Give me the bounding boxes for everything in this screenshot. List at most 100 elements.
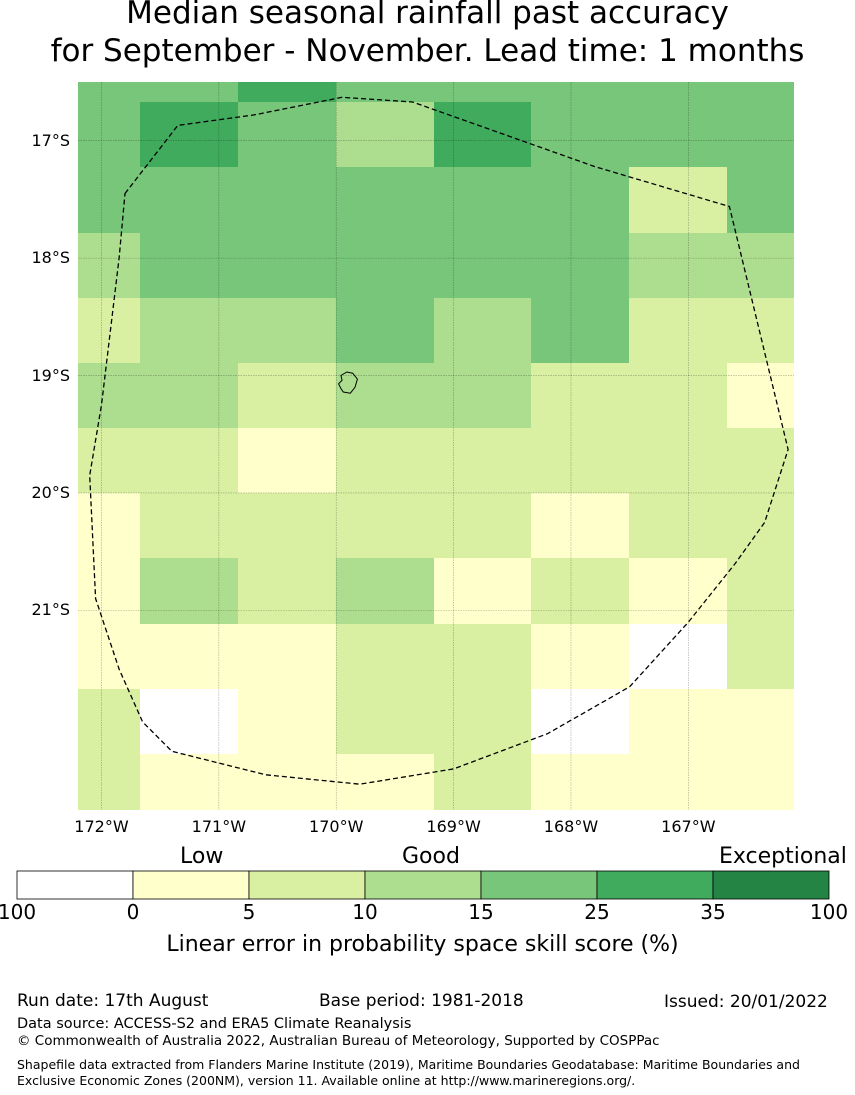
grid-cell	[78, 624, 141, 690]
grid-cell	[336, 689, 435, 755]
grid-cell	[238, 689, 337, 755]
grid-cell	[140, 82, 239, 103]
grid-cell	[336, 102, 435, 168]
grid-cell	[434, 624, 532, 690]
grid-cell	[531, 493, 630, 559]
grid-cell	[727, 363, 794, 429]
grid-cell	[531, 624, 630, 690]
grid-cell	[727, 298, 794, 364]
lon-tick-label: 171°W	[191, 817, 247, 836]
colorbar-tick-label: 100	[0, 900, 37, 924]
grid-cell	[238, 428, 337, 494]
grid-cell	[434, 493, 532, 559]
lat-tick-label: 17°S	[31, 130, 70, 150]
grid-cell	[629, 102, 728, 168]
grid-cell	[140, 558, 239, 625]
map-gridlines	[78, 82, 794, 810]
grid-cell	[140, 298, 239, 364]
grid-cell	[336, 754, 435, 810]
grid-cell	[78, 298, 141, 364]
grid-cell	[336, 82, 435, 103]
grid-cell	[78, 233, 141, 299]
grid-cell	[78, 754, 141, 810]
grid-cell	[434, 167, 532, 234]
colorbar-label: Linear error in probability space skill …	[166, 932, 679, 957]
grid-cell	[78, 493, 141, 559]
colorbar-tick-label: 15	[468, 900, 494, 924]
grid-cell	[238, 624, 337, 690]
grid-cell	[727, 167, 794, 234]
data-source: Data source: ACCESS-S2 and ERA5 Climate …	[17, 1016, 412, 1032]
grid-cell	[727, 754, 794, 810]
grid-cell	[238, 102, 337, 168]
grid-cell	[629, 363, 728, 429]
colorbar-tick-label: 0	[126, 900, 140, 924]
grid-cell	[629, 754, 728, 810]
colorbar-blocks	[16, 870, 830, 900]
grid-cell	[531, 233, 630, 299]
grid-cell	[531, 167, 630, 234]
grid-cell	[78, 167, 141, 234]
grid-cell	[531, 754, 630, 810]
grid-cells	[78, 82, 794, 810]
grid-cell	[78, 102, 141, 168]
colorbar-category-low: Low	[180, 844, 224, 869]
shapefile-attribution: Shapefile data extracted from Flanders M…	[17, 1057, 800, 1088]
colorbar-category-good: Good	[402, 844, 460, 869]
grid-cell	[434, 558, 532, 625]
grid-cell	[531, 689, 630, 755]
island-outline	[337, 371, 358, 394]
grid-cell	[434, 298, 532, 364]
title-line-2: for September - November. Lead time: 1 m…	[50, 33, 805, 69]
chart-title: Median seasonal rainfall past accuracy f…	[0, 0, 855, 70]
grid-cell	[629, 167, 728, 234]
grid-cell	[531, 558, 630, 625]
grid-cell	[629, 428, 728, 494]
grid-cell	[629, 558, 728, 625]
run-date: Run date: 17th August	[17, 991, 209, 1011]
grid-cell	[629, 82, 728, 103]
grid-cell	[727, 102, 794, 168]
colorbar-block	[364, 870, 482, 900]
grid-cell	[629, 233, 728, 299]
grid-cell	[434, 102, 532, 168]
grid-cell	[140, 102, 239, 168]
colorbar-tick-label: 100	[809, 900, 849, 924]
issued-date: Issued: 20/01/2022	[664, 992, 828, 1012]
grid-cell	[140, 167, 239, 234]
grid-cell	[78, 558, 141, 625]
grid-cell	[727, 233, 794, 299]
grid-cell	[629, 689, 728, 755]
colorbar-category-exceptional: Exceptional	[719, 844, 847, 869]
lon-tick-label: 172°W	[74, 817, 129, 836]
grid-cell	[238, 298, 337, 364]
grid-cell	[434, 82, 532, 103]
grid-cell	[238, 82, 337, 103]
grid-cell	[336, 233, 435, 299]
grid-cell	[140, 428, 239, 494]
grid-cell	[238, 233, 337, 299]
grid-cell	[336, 167, 435, 234]
grid-cell	[727, 624, 794, 690]
colorbar-block	[132, 870, 250, 900]
grid-cell	[140, 754, 239, 810]
grid-cell	[531, 102, 630, 168]
copyright: © Commonwealth of Australia 2022, Austra…	[17, 1033, 660, 1049]
colorbar	[16, 870, 830, 900]
colorbar-tick-label: 35	[700, 900, 726, 924]
colorbar-block	[712, 870, 830, 900]
grid-cell	[140, 624, 239, 690]
colorbar-block	[16, 870, 134, 900]
grid-cell	[140, 689, 239, 755]
lon-tick-label: 169°W	[426, 817, 481, 836]
colorbar-block	[596, 870, 714, 900]
grid-cell	[140, 363, 239, 429]
grid-cell	[78, 82, 141, 103]
grid-cell	[531, 363, 630, 429]
lon-tick-label: 168°W	[543, 817, 599, 836]
grid-cell	[336, 363, 435, 429]
grid-cell	[336, 428, 435, 494]
grid-cell	[434, 754, 532, 810]
lat-tick-label: 21°S	[31, 600, 70, 620]
grid-cell	[434, 428, 532, 494]
